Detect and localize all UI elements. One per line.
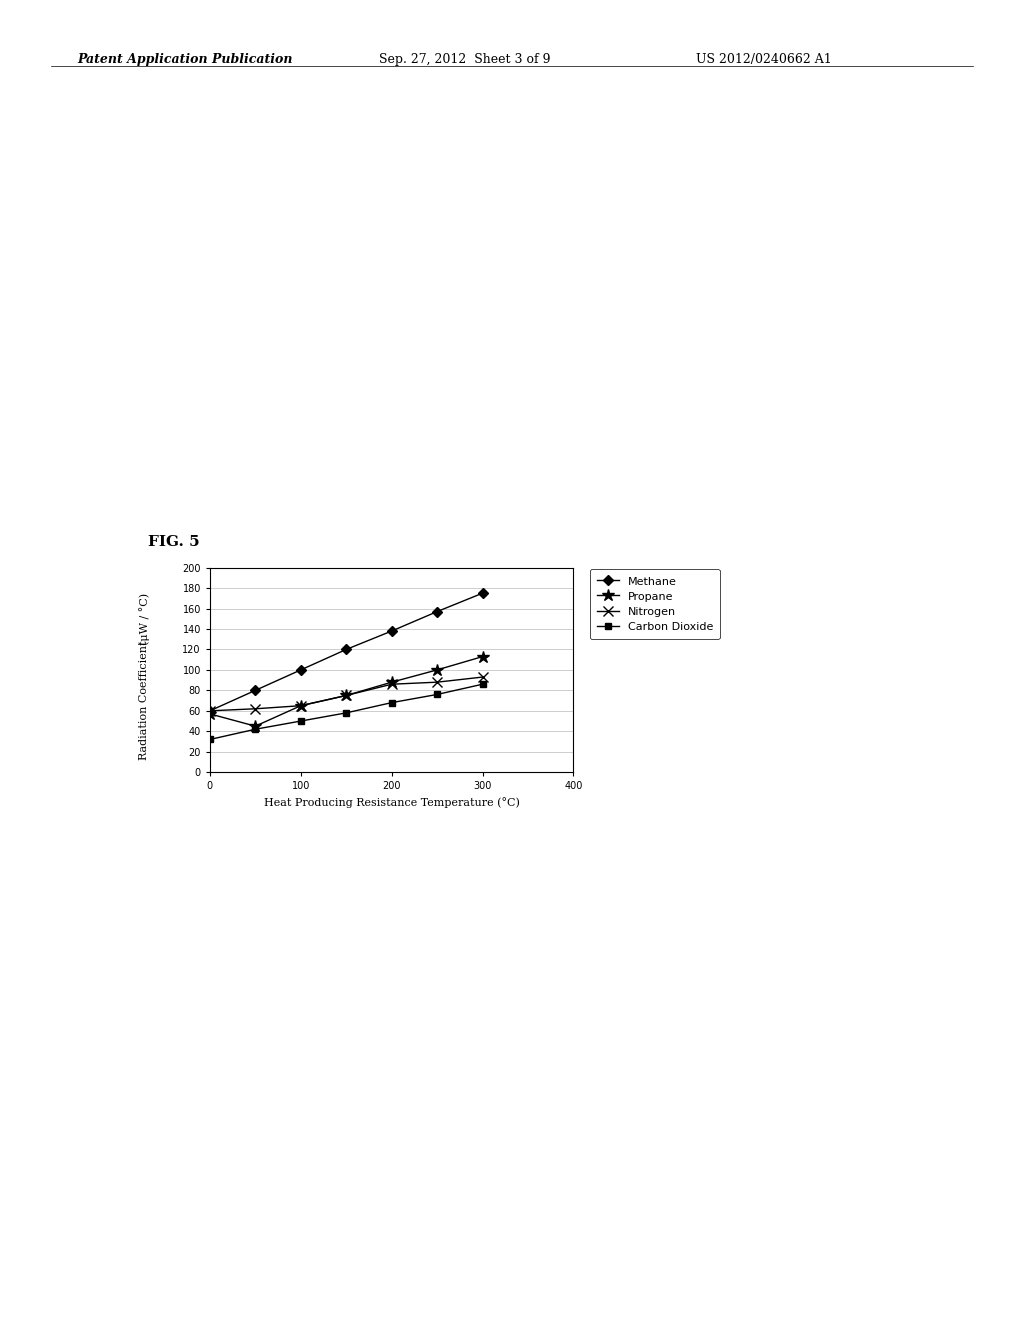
Text: US 2012/0240662 A1: US 2012/0240662 A1	[696, 53, 833, 66]
Text: Sep. 27, 2012  Sheet 3 of 9: Sep. 27, 2012 Sheet 3 of 9	[379, 53, 550, 66]
Text: Patent Application Publication: Patent Application Publication	[77, 53, 292, 66]
X-axis label: Heat Producing Resistance Temperature (°C): Heat Producing Resistance Temperature (°…	[264, 797, 519, 808]
Legend: Methane, Propane, Nitrogen, Carbon Dioxide: Methane, Propane, Nitrogen, Carbon Dioxi…	[590, 569, 720, 639]
Text: Radiation Coefficient: Radiation Coefficient	[139, 640, 150, 760]
Text: (μW / °C): (μW / °C)	[139, 593, 150, 644]
Text: FIG. 5: FIG. 5	[148, 535, 200, 549]
